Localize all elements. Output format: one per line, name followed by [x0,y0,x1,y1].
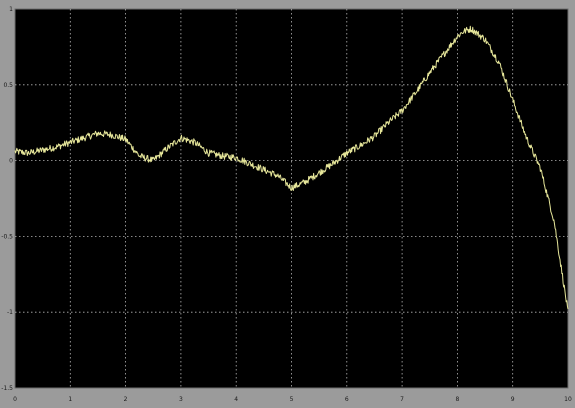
y-tick-label--1: -1 [7,309,13,316]
y-tick-label-0.5: 0.5 [3,82,13,89]
x-tick-label-7: 7 [400,396,404,403]
y-tick-label-0: 0 [9,158,13,165]
grid-lines [15,9,568,388]
x-tick-label-4: 4 [234,396,238,403]
y-tick-label--0.5: -0.5 [1,233,13,240]
y-tick-label-1: 1 [9,6,13,13]
trace-line-0 [14,25,569,310]
x-tick-label-6: 6 [345,396,349,403]
tick-labels: 0 1 2 3 4 5 6 7 8 9 10 1 0.5 0 -0.5 -1 -1.5 [1,6,572,403]
x-tick-label-1: 1 [68,396,72,403]
x-tick-label-10: 10 [564,396,572,403]
x-tick-label-9: 9 [511,396,515,403]
signal-trace [14,25,569,310]
x-tick-label-8: 8 [455,396,459,403]
y-tick-label--1.5: -1.5 [1,385,13,392]
x-tick-label-5: 5 [290,396,294,403]
x-tick-label-2: 2 [124,396,128,403]
x-tick-label-0: 0 [13,396,17,403]
x-tick-label-3: 3 [179,396,183,403]
